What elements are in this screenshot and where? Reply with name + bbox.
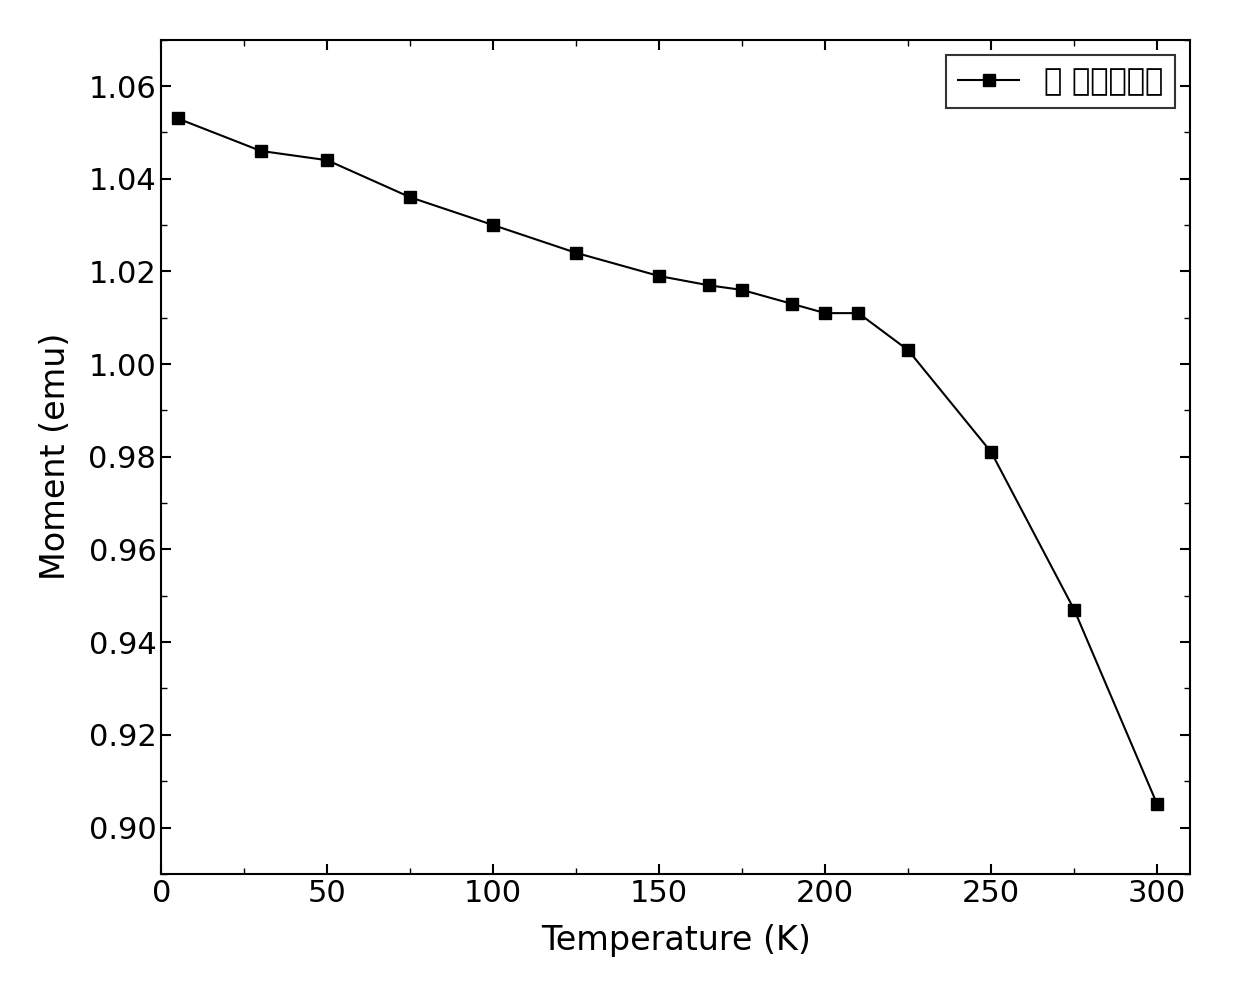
Y-axis label: Moment (emu): Moment (emu): [38, 333, 72, 581]
Legend: 饱 和磁化强度: 饱 和磁化强度: [946, 55, 1176, 108]
X-axis label: Temperature (K): Temperature (K): [541, 924, 811, 957]
